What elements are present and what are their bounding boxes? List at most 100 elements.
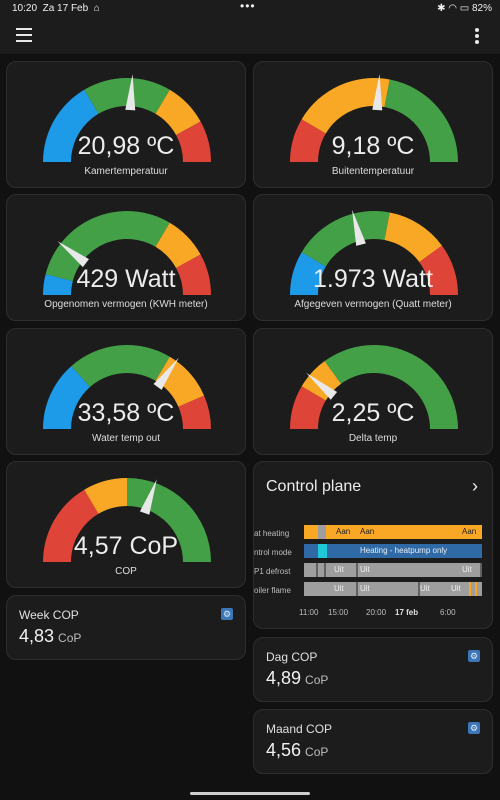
gauge-card-cop[interactable]: 4,57 CoP COP <box>6 461 246 588</box>
gauge-needle <box>352 209 366 246</box>
timeline-text: Uit <box>420 584 430 593</box>
gauge-label: Afgegeven vermogen (Quatt meter) <box>294 299 452 310</box>
more-status-icon: ••• <box>240 0 256 13</box>
timeline-text: Uit <box>462 565 472 574</box>
gauge-value: 2,25 ºC <box>331 399 415 427</box>
timeline-segment <box>475 582 477 596</box>
gauge-segment <box>176 254 211 295</box>
gauge-label: Opgenomen vermogen (KWH meter) <box>44 299 208 310</box>
gauge-icon: ⚙ <box>221 608 233 620</box>
gauge-arc <box>290 345 458 429</box>
timeline-text: Aan <box>360 527 375 536</box>
timeline-segment <box>304 563 482 577</box>
control-plane-card[interactable]: Control plane › at heating Aan Aan Aan n… <box>253 461 493 629</box>
gauge-arc <box>43 478 211 562</box>
gauge-arc <box>43 345 211 429</box>
home-assistant-icon: ⌂ <box>93 3 100 14</box>
timeline-text: Uit <box>360 584 370 593</box>
timeline-segment <box>327 544 482 558</box>
timeline-segment <box>324 563 326 577</box>
battery-icon: ▭ <box>459 3 470 14</box>
timeline-text: Uit <box>360 565 370 574</box>
gauge-segment <box>84 478 127 514</box>
wifi-icon: ◠ <box>448 3 457 14</box>
timeline-tick: 11:00 <box>299 608 319 617</box>
timeline-label: P1 defrost <box>254 567 291 576</box>
sensor-title: Dag COP <box>266 650 318 664</box>
bluetooth-icon: ✱ <box>437 3 446 14</box>
gauge-segment <box>290 252 326 295</box>
status-time: 10:20 Za 17 Feb ⌂ <box>12 3 100 14</box>
gauge-segment <box>419 245 458 295</box>
timeline-text: Aan <box>462 527 477 536</box>
timeline-tick: 15:00 <box>328 608 349 617</box>
gauge-segment <box>178 395 211 429</box>
status-bar: 10:20 Za 17 Feb ⌂ ••• ✱ ◠ ▭ 82% <box>0 0 500 18</box>
gauge-arc <box>290 209 458 295</box>
menu-icon[interactable] <box>16 28 32 44</box>
gauge-segment <box>43 489 99 562</box>
more-options-icon[interactable] <box>474 28 480 44</box>
gauge-value: 429 Watt <box>76 265 176 293</box>
timeline-tick: 6:00 <box>440 608 456 617</box>
timeline-segment <box>480 563 482 577</box>
timeline-text: Heating - heatpump only <box>360 546 448 555</box>
gauge-segment <box>290 119 326 162</box>
gauge-segment <box>84 78 170 114</box>
gauge-needle <box>125 74 136 111</box>
gauge-icon: ⚙ <box>468 722 480 734</box>
timeline-label: at heating <box>254 529 290 538</box>
gauge-value: 9,18 ºC <box>331 132 415 160</box>
gauge-label: Buitentemperatuur <box>331 166 415 177</box>
gauge-card-water-temp-out[interactable]: 33,58 ºC Water temp out <box>6 328 246 455</box>
gauge-card-buitentemperatuur[interactable]: 9,18 ºC Buitentemperatuur <box>253 61 493 188</box>
gauge-arc <box>43 211 211 295</box>
gauge-segment <box>155 89 201 136</box>
status-right: ✱ ◠ ▭ 82% <box>437 3 492 14</box>
gauge-value: 4,57 CoP <box>73 532 179 560</box>
timeline-segment <box>418 582 420 596</box>
sensor-card-week-cop[interactable]: Week COP 4,83 CoP ⚙ <box>6 595 246 660</box>
gauge-segment <box>384 79 458 162</box>
gauge-value: 1.973 Watt <box>313 265 433 293</box>
gauge-segment <box>45 211 170 282</box>
gauge-card-afgegeven-vermogen[interactable]: 1.973 Watt Afgegeven vermogen (Quatt met… <box>253 194 493 321</box>
gauge-icon: ⚙ <box>468 650 480 662</box>
gauge-segment <box>176 121 211 162</box>
timeline-segment <box>318 544 327 558</box>
timeline-label: ntrol mode <box>254 548 292 557</box>
timeline-segment <box>356 563 358 577</box>
sensor-card-maand-cop[interactable]: Maand COP 4,56 CoP ⚙ <box>253 709 493 774</box>
gauge-arc <box>290 74 458 162</box>
gauge-card-delta-temp[interactable]: 2,25 ºC Delta temp <box>253 328 493 455</box>
gauge-label: Kamertemperatuur <box>84 166 168 177</box>
timeline-segment <box>326 525 334 539</box>
sensor-title: Week COP <box>19 608 79 622</box>
gauge-segment <box>43 274 73 295</box>
gauge-segment <box>301 78 390 134</box>
gauge-label: Delta temp <box>348 433 398 444</box>
gauge-segment <box>71 345 170 387</box>
gauge-card-opgenomen-vermogen[interactable]: 429 Watt Opgenomen vermogen (KWH meter) <box>6 194 246 321</box>
gauge-card-kamertemperatuur[interactable]: 20,98 ºC Kamertemperatuur <box>6 61 246 188</box>
timeline-segment <box>304 525 318 539</box>
gauge-arc <box>43 74 211 162</box>
gauge-needle <box>139 479 157 515</box>
timeline-text: Uit <box>334 565 344 574</box>
gauge-segment <box>155 356 205 407</box>
sensor-value: 4,89 CoP <box>266 668 329 688</box>
home-indicator[interactable] <box>190 792 310 795</box>
sensor-value: 4,56 CoP <box>266 740 329 760</box>
timeline-tick: 17 feb <box>395 608 419 617</box>
chevron-right-icon[interactable]: › <box>472 476 478 496</box>
timeline-segment <box>356 582 358 596</box>
gauge-segment <box>43 365 90 429</box>
battery-level: 82% <box>471 3 492 14</box>
gauge-needle <box>372 74 383 111</box>
gauge-segment <box>301 211 390 267</box>
sensor-card-dag-cop[interactable]: Dag COP 4,89 CoP ⚙ <box>253 637 493 702</box>
gauge-segment <box>155 222 201 269</box>
gauge-label: Water temp out <box>92 433 160 444</box>
app-bar <box>0 18 500 54</box>
gauge-value: 20,98 ºC <box>77 132 175 160</box>
